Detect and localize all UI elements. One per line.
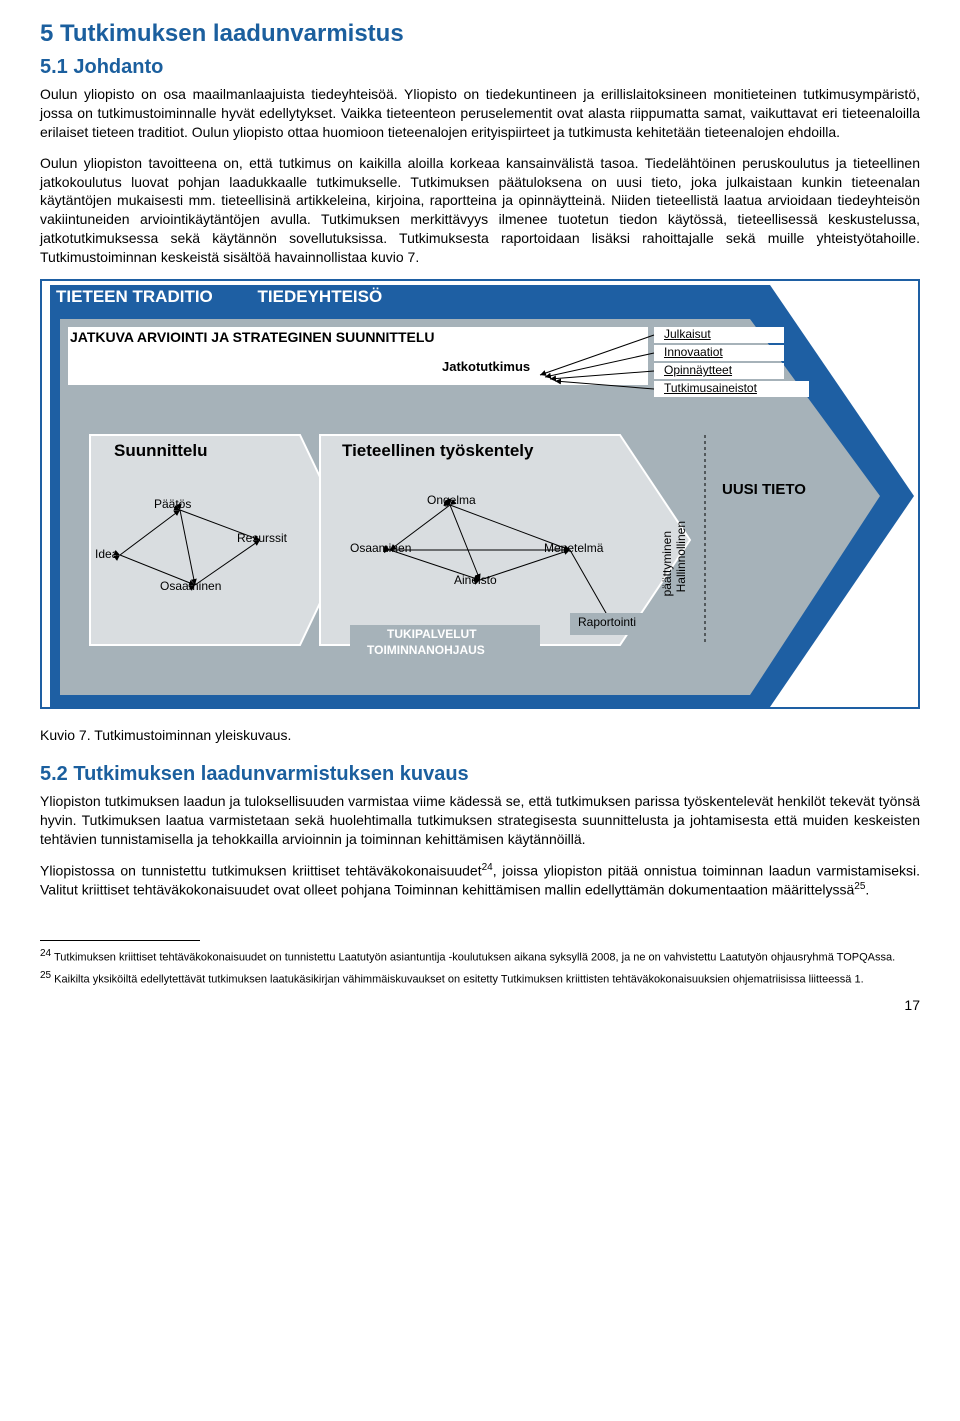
output-innovaatiot: Innovaatiot (664, 345, 723, 359)
node-idea: Idea (95, 547, 118, 561)
label-tieteen-traditio: TIETEEN TRADITIO (56, 287, 213, 306)
footnote-ref-25: 25 (854, 881, 865, 892)
para-52-2a: Yliopistossa on tunnistettu tutkimuksen … (40, 862, 482, 878)
label-jatkotutkimus: Jatkotutkimus (442, 359, 530, 374)
page-number: 17 (40, 997, 920, 1013)
node-osaaminen-1: Osaaminen (160, 579, 221, 593)
figure-7-caption: Kuvio 7. Tutkimustoiminnan yleiskuvaus. (40, 727, 920, 743)
node-resurssit: Resurssit (237, 531, 287, 545)
node-paatos: Päätös (154, 497, 191, 511)
label-toiminnanohjaus: TOIMINNANOHJAUS (367, 643, 485, 657)
node-aineisto: Aineisto (454, 573, 497, 587)
intro-para-2: Oulun yliopiston tavoitteena on, että tu… (40, 154, 920, 267)
label-paattyminen: päättyminen (660, 531, 674, 596)
footnote-ref-24: 24 (482, 862, 493, 873)
para-52-2: Yliopistossa on tunnistettu tutkimuksen … (40, 861, 920, 900)
label-tukipalvelut: TUKIPALVELUT (387, 627, 477, 641)
footnote-separator (40, 940, 200, 941)
intro-para-1: Oulun yliopisto on osa maailmanlaajuista… (40, 85, 920, 142)
footnote-24: 24 Tutkimuksen kriittiset tehtäväkokonai… (40, 947, 920, 965)
label-uusi-tieto: UUSI TIETO (722, 481, 806, 498)
node-menetelma: Menetelmä (544, 541, 603, 555)
node-raportointi: Raportointi (578, 615, 636, 629)
para-52-1: Yliopiston tutkimuksen laadun ja tulokse… (40, 792, 920, 849)
heading-5: 5 Tutkimuksen laadunvarmistus (40, 20, 920, 48)
label-tiedeyhteiso: TIEDEYHTEISÖ (258, 287, 383, 306)
output-tutkimusaineistot: Tutkimusaineistot (664, 381, 757, 395)
figure-7-diagram: TIETEEN TRADITIO TIEDEYHTEISÖ JATKUVA AR… (40, 279, 920, 709)
footnote-25: 25 Kaikilta yksiköiltä edellytettävät tu… (40, 969, 920, 987)
label-hallinnollinen: Hallinnollinen (674, 521, 688, 592)
output-julkaisut: Julkaisut (664, 327, 711, 341)
heading-5-2: 5.2 Tutkimuksen laadunvarmistuksen kuvau… (40, 763, 920, 786)
footnote-24-text: Tutkimuksen kriittiset tehtäväkokonaisuu… (51, 951, 895, 963)
node-osaaminen-2: Osaaminen (350, 541, 411, 555)
panel-tieteellinen: Tieteellinen työskentely (342, 441, 533, 461)
footnote-25-text: Kaikilta yksiköiltä edellytettävät tutki… (51, 973, 864, 985)
node-ongelma: Ongelma (427, 493, 476, 507)
diagram-top-labels: TIETEEN TRADITIO TIEDEYHTEISÖ (56, 287, 422, 307)
heading-5-1: 5.1 Johdanto (40, 56, 920, 79)
label-jatkuva-arviointi: JATKUVA ARVIOINTI JA STRATEGINEN SUUNNIT… (70, 329, 435, 345)
para-52-2c: . (865, 882, 869, 898)
output-opinnaytteet: Opinnäytteet (664, 363, 732, 377)
panel-suunnittelu: Suunnittelu (114, 441, 207, 461)
